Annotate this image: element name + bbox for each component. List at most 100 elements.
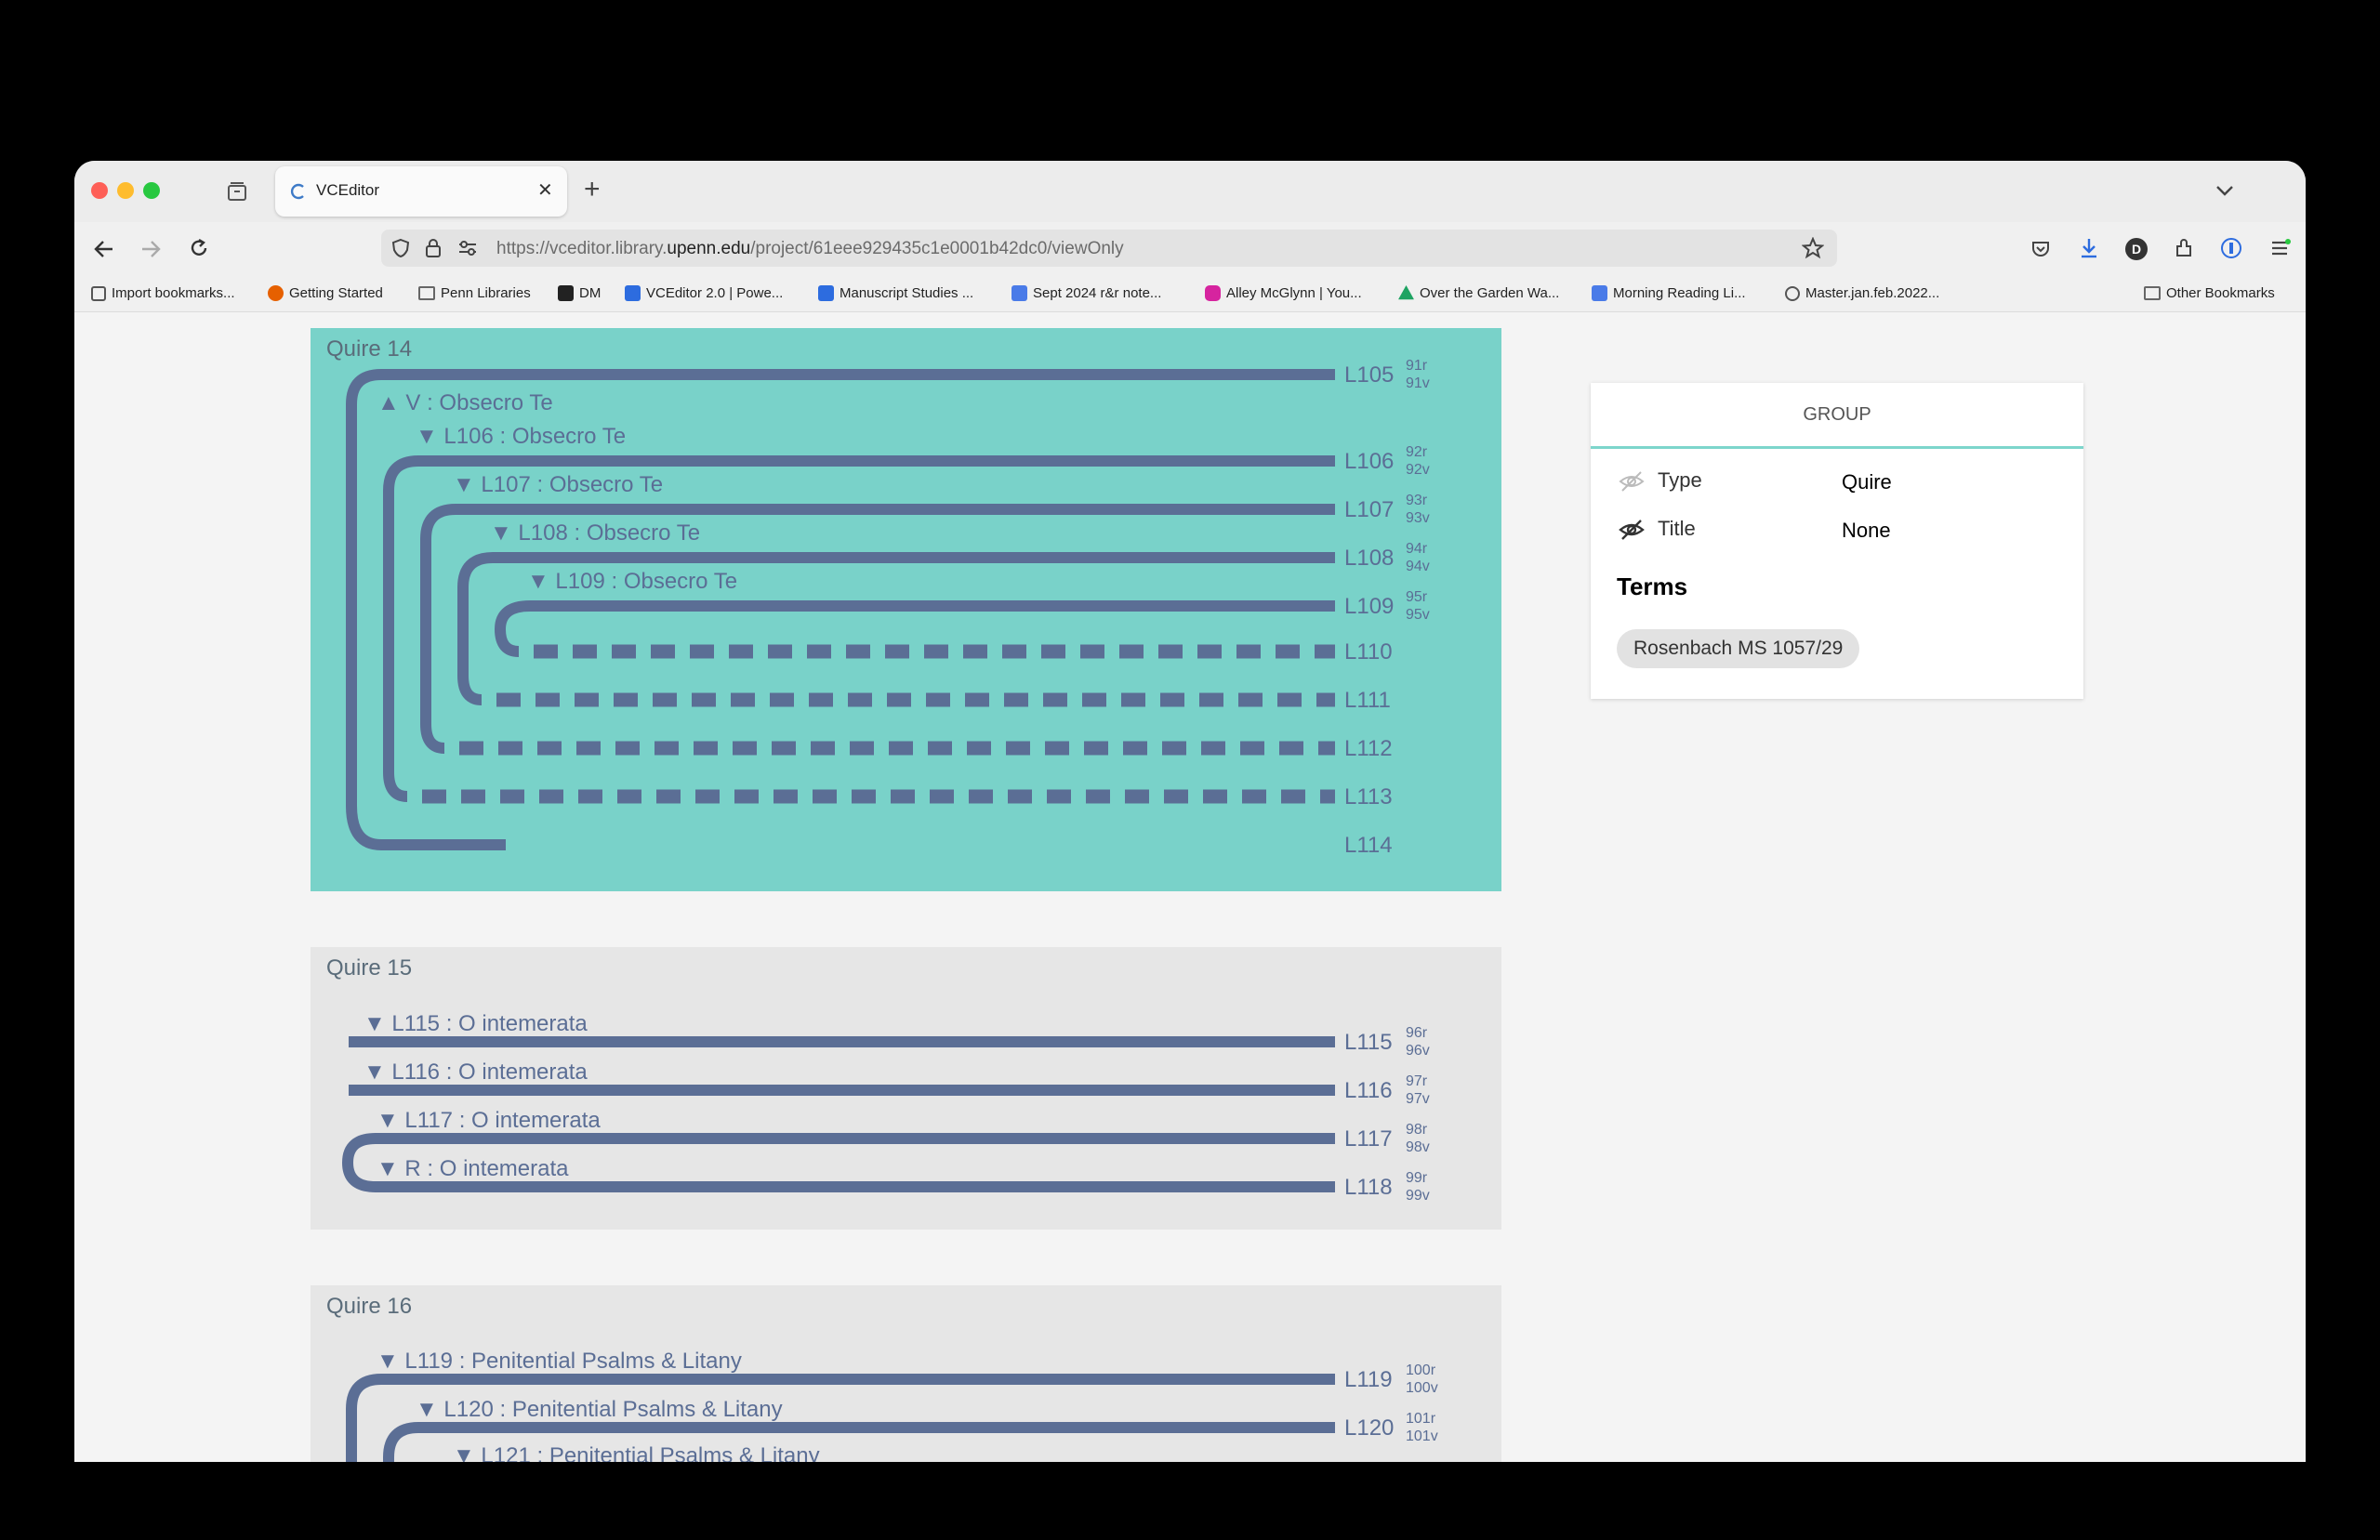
url-text[interactable]: https://vceditor.library.upenn.edu/proje… (496, 239, 1124, 259)
globe-icon (1785, 285, 1800, 301)
folio-verso: 91v (1406, 375, 1430, 391)
quire-15[interactable]: Quire 15 ▼ L115 : O intemerata ▼ L116 : … (311, 947, 1501, 1230)
group-label: ▼ L117 : O intemerata (377, 1108, 601, 1133)
group-label: ▼ L109 : Obsecro Te (527, 569, 737, 594)
bookmark-label: Sept 2024 r&r note... (1033, 285, 1162, 301)
extensions-icon[interactable] (2174, 237, 2194, 259)
leaf-label: L115 (1344, 1030, 1393, 1055)
leaf-label: L113 (1344, 784, 1393, 809)
shield-icon[interactable] (390, 238, 411, 258)
group-label: ▼ R : O intemerata (377, 1156, 569, 1181)
firefox-icon (268, 285, 284, 301)
group-label: ▼ L115 : O intemerata (364, 1011, 588, 1036)
term-chip[interactable]: Rosenbach MS 1057/29 (1617, 629, 1860, 668)
new-tab-button[interactable]: + (584, 174, 601, 204)
bookmark-sept-2024[interactable]: Sept 2024 r&r note... (1012, 285, 1161, 301)
forward-arrow-icon[interactable] (139, 239, 162, 259)
bookmark-master-jan-feb[interactable]: Master.jan.feb.2022... (1785, 285, 1939, 301)
password-manager-icon[interactable] (2221, 238, 2241, 258)
leaf-l106 (383, 455, 1335, 802)
pocket-icon[interactable] (2030, 239, 2051, 259)
bookmark-label: Penn Libraries (441, 285, 531, 301)
group-label: ▼ L106 : Obsecro Te (416, 424, 626, 449)
zoom-window-button[interactable] (143, 182, 160, 199)
bookmark-dm[interactable]: DM (558, 285, 601, 301)
url-prefix: https://vceditor.library. (496, 239, 668, 258)
group-label: ▼ L116 : O intemerata (364, 1060, 588, 1085)
drive-icon (1398, 285, 1414, 300)
leaf-label: L112 (1344, 736, 1393, 761)
leaf-l120 (383, 1422, 1335, 1462)
bookmark-penn-libraries[interactable]: Penn Libraries (418, 285, 531, 301)
leaf-l119 (346, 1374, 1335, 1462)
downloads-icon[interactable] (2079, 237, 2099, 259)
chevron-down-icon[interactable] (2215, 183, 2235, 198)
folio-verso: 95v (1406, 607, 1430, 623)
bookmark-morning-reading[interactable]: Morning Reading Li... (1592, 285, 1746, 301)
bookmark-getting-started[interactable]: Getting Started (268, 285, 383, 301)
menu-icon[interactable] (2270, 239, 2291, 257)
leaf-label: L105 (1344, 362, 1394, 388)
quire-14[interactable]: Quire 14 ▲ V : Obsecro Te ▼ L (311, 328, 1501, 891)
eye-off-icon[interactable] (1619, 470, 1645, 493)
quire-16[interactable]: Quire 16 ▼ L119 : Penitential Psalms & L… (311, 1285, 1501, 1462)
quire-title: Quire 15 (326, 955, 413, 981)
close-window-button[interactable] (91, 182, 108, 199)
bookmark-over-the-garden[interactable]: Over the Garden Wa... (1398, 285, 1559, 301)
folio-recto: 100r (1406, 1362, 1436, 1378)
tab-bar: VCEditor ✕ + (74, 161, 2306, 222)
bookmark-alley-mcglynn[interactable]: Alley McGlynn | You... (1205, 285, 1362, 301)
bookmark-vceditor[interactable]: VCEditor 2.0 | Powe... (625, 285, 783, 301)
folio-verso: 94v (1406, 559, 1430, 574)
group-label: ▲ V : Obsecro Te (377, 390, 553, 415)
folio-verso: 98v (1406, 1139, 1430, 1155)
eye-off-icon[interactable] (1619, 519, 1645, 541)
folio-recto: 101r (1406, 1411, 1436, 1427)
bookmark-label: Getting Started (289, 285, 383, 301)
tab-vceditor[interactable]: VCEditor ✕ (275, 166, 567, 217)
group-label: ▼ L120 : Penitential Psalms & Litany (416, 1397, 783, 1422)
back-arrow-icon[interactable] (93, 239, 115, 259)
site-permissions-icon[interactable] (457, 240, 478, 257)
folio-verso: 101v (1406, 1428, 1438, 1444)
folio-recto: 94r (1406, 541, 1428, 557)
minimize-window-button[interactable] (117, 182, 134, 199)
leaf-label: L107 (1344, 497, 1394, 522)
reload-icon[interactable] (188, 237, 210, 259)
folio-recto: 97r (1406, 1073, 1428, 1089)
title-label: Title (1658, 517, 1696, 540)
bookmark-import[interactable]: Import bookmarks... (91, 285, 235, 301)
leaf-label: L117 (1344, 1126, 1393, 1152)
leaf-label: L109 (1344, 594, 1394, 619)
navigation-bar: https://vceditor.library.upenn.edu/proje… (74, 222, 2306, 276)
leaf-label: L114 (1344, 833, 1393, 858)
leaf-label: L108 (1344, 546, 1394, 571)
leaf-l107 (420, 504, 1335, 754)
leaf-l117-l118 (341, 1133, 1335, 1192)
bookmark-label: Over the Garden Wa... (1420, 285, 1560, 301)
tab-list-icon[interactable] (227, 181, 247, 202)
lock-icon[interactable] (424, 237, 443, 259)
folio-recto: 91r (1406, 358, 1428, 374)
vceditor-favicon-icon (290, 183, 304, 200)
address-bar[interactable]: https://vceditor.library.upenn.edu/proje… (381, 230, 1837, 267)
bookmark-label: Manuscript Studies ... (840, 285, 974, 301)
bookmark-manuscript-studies[interactable]: Manuscript Studies ... (818, 285, 973, 301)
box-icon (818, 285, 834, 301)
url-path: /project/61eee929435c1e0001b42dc0/viewOn… (750, 239, 1124, 258)
leaf-l108 (457, 552, 1335, 705)
group-label: ▼ L108 : Obsecro Te (490, 520, 700, 546)
quire-16-diagram: ▼ L119 : Penitential Psalms & Litany ▼ L… (346, 1349, 1438, 1462)
leaf-label: L116 (1344, 1078, 1393, 1103)
bookmark-star-icon[interactable] (1802, 237, 1824, 259)
box-icon (625, 285, 641, 301)
quire-title: Quire 14 (326, 336, 413, 362)
group-info-panel: GROUP Type Quire Title None Term (1591, 383, 2083, 699)
folio-verso: 93v (1406, 510, 1430, 526)
profile-avatar[interactable]: D (2125, 238, 2148, 260)
other-bookmarks[interactable]: Other Bookmarks (2144, 285, 2275, 301)
folio-recto: 96r (1406, 1025, 1428, 1041)
close-tab-icon[interactable]: ✕ (537, 180, 553, 201)
viewer-content: Quire 14 ▲ V : Obsecro Te ▼ L (74, 312, 2306, 1462)
instagram-icon (1205, 285, 1221, 301)
